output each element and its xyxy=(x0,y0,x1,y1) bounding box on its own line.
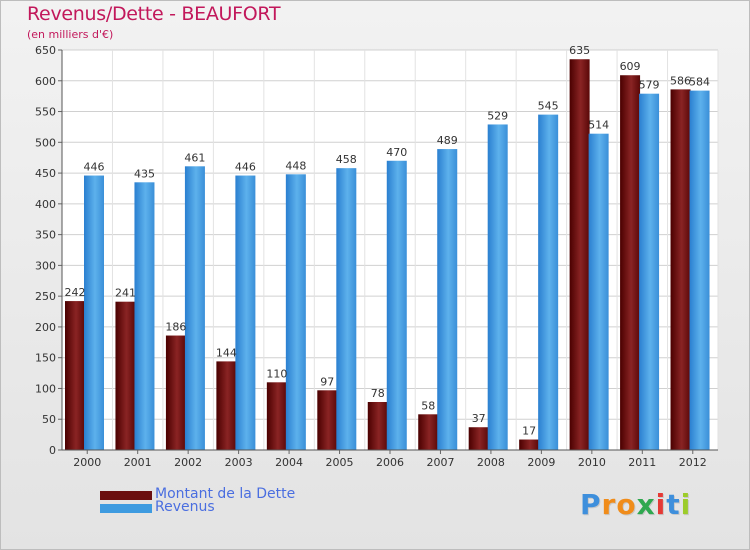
legend-swatch-revenue xyxy=(100,504,152,513)
y-tick-label: 300 xyxy=(35,259,56,272)
x-tick-label: 2004 xyxy=(275,456,303,469)
data-label-debt: 186 xyxy=(165,321,186,334)
bar-debt-2006 xyxy=(367,402,388,450)
y-tick-label: 400 xyxy=(35,198,56,211)
x-tick-label: 2006 xyxy=(376,456,404,469)
data-label-revenue: 584 xyxy=(689,76,710,89)
bar-revenue-2001 xyxy=(134,182,155,451)
bar-debt-2009 xyxy=(519,439,540,450)
y-tick-label: 50 xyxy=(42,413,56,426)
bar-revenue-2006 xyxy=(386,160,407,450)
data-label-debt: 97 xyxy=(320,375,334,388)
y-tick-label: 200 xyxy=(35,321,56,334)
data-label-revenue: 545 xyxy=(538,100,559,113)
bar-revenue-2009 xyxy=(538,114,559,450)
y-tick-label: 600 xyxy=(35,75,56,88)
bar-revenue-2007 xyxy=(437,149,458,451)
x-tick-label: 2000 xyxy=(73,456,101,469)
y-tick-label: 350 xyxy=(35,229,56,242)
data-label-revenue: 458 xyxy=(336,153,357,166)
bar-revenue-2012 xyxy=(689,90,710,450)
y-tick-label: 550 xyxy=(35,106,56,119)
bar-revenue-2002 xyxy=(184,166,205,451)
data-label-debt: 144 xyxy=(216,346,237,359)
data-label-debt: 37 xyxy=(472,412,486,425)
data-label-debt: 58 xyxy=(421,399,435,412)
data-label-revenue: 579 xyxy=(639,79,660,92)
data-label-revenue: 470 xyxy=(386,146,407,159)
bar-debt-2001 xyxy=(115,301,136,450)
legend-label-revenue: Revenus xyxy=(155,499,215,515)
y-tick-label: 250 xyxy=(35,290,56,303)
bar-revenue-2004 xyxy=(285,174,306,451)
data-label-revenue: 461 xyxy=(184,151,205,164)
bar-revenue-2010 xyxy=(588,133,609,450)
data-label-debt: 241 xyxy=(115,287,136,300)
bar-revenue-2011 xyxy=(639,93,660,450)
x-tick-label: 2009 xyxy=(527,456,555,469)
chart-subtitle: (en milliers d'€) xyxy=(27,28,114,41)
x-tick-label: 2001 xyxy=(124,456,152,469)
bar-debt-2012 xyxy=(670,89,691,450)
bar-revenue-2005 xyxy=(336,168,357,450)
chart-title: Revenus/Dette - BEAUFORT xyxy=(27,3,281,25)
data-label-debt: 586 xyxy=(670,74,691,87)
data-label-debt: 17 xyxy=(522,425,536,438)
bar-debt-2002 xyxy=(165,335,186,450)
legend-swatch-debt xyxy=(100,491,152,500)
x-tick-label: 2005 xyxy=(326,456,354,469)
bar-debt-2010 xyxy=(569,59,590,450)
x-tick-label: 2010 xyxy=(578,456,606,469)
bar-debt-2011 xyxy=(620,75,641,450)
data-label-debt: 635 xyxy=(569,44,590,57)
data-label-revenue: 446 xyxy=(235,161,256,174)
data-label-debt: 78 xyxy=(371,387,385,400)
y-tick-label: 450 xyxy=(35,167,56,180)
x-tick-label: 2002 xyxy=(174,456,202,469)
data-label-debt: 110 xyxy=(266,367,287,380)
data-label-revenue: 448 xyxy=(285,159,306,172)
data-label-revenue: 446 xyxy=(84,161,105,174)
x-tick-label: 2003 xyxy=(225,456,253,469)
bar-debt-2003 xyxy=(216,361,237,450)
data-label-debt: 242 xyxy=(65,286,86,299)
bar-debt-2008 xyxy=(468,427,489,450)
y-tick-label: 100 xyxy=(35,382,56,395)
x-tick-label: 2012 xyxy=(679,456,707,469)
bar-debt-2007 xyxy=(418,414,439,450)
bar-revenue-2000 xyxy=(84,175,104,451)
proxiti-logo: Proxiti xyxy=(580,488,692,521)
x-tick-label: 2007 xyxy=(426,456,454,469)
data-label-debt: 609 xyxy=(620,60,641,73)
legend-label-debt: Montant de la Dette xyxy=(155,486,296,502)
data-label-revenue: 489 xyxy=(437,134,458,147)
bar-revenue-2003 xyxy=(235,175,256,451)
bar-revenue-2008 xyxy=(487,124,508,450)
bar-debt-2004 xyxy=(266,382,287,450)
x-tick-label: 2011 xyxy=(628,456,656,469)
x-tick-label: 2008 xyxy=(477,456,505,469)
bar-debt-2000 xyxy=(65,301,85,450)
y-tick-label: 500 xyxy=(35,136,56,149)
y-tick-label: 150 xyxy=(35,352,56,365)
data-label-revenue: 435 xyxy=(134,167,155,180)
data-label-revenue: 529 xyxy=(487,109,508,122)
data-label-revenue: 514 xyxy=(588,119,609,132)
y-tick-label: 0 xyxy=(49,444,56,457)
bar-debt-2005 xyxy=(317,390,338,450)
y-tick-label: 650 xyxy=(35,44,56,57)
